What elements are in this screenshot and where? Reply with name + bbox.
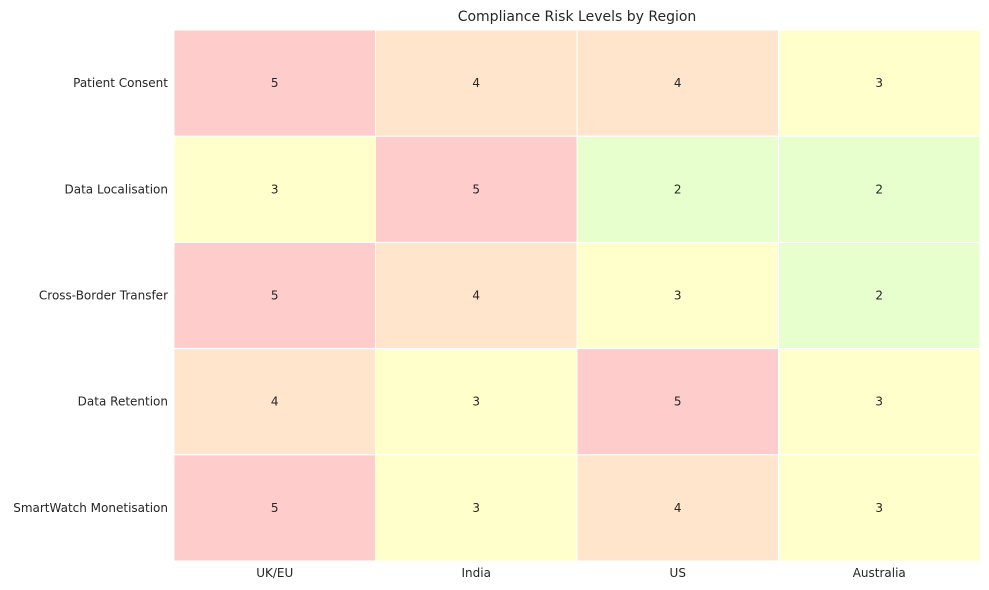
heatmap-cell-smartwatch-monetisation-uk-eu bbox=[173, 454, 376, 562]
cell-value-label: 5 bbox=[674, 395, 682, 409]
cell-value-label: 2 bbox=[674, 182, 682, 196]
heatmap-cell-patient-consent-australia bbox=[778, 29, 981, 137]
cell-value-label: 4 bbox=[472, 289, 480, 303]
heatmap-cells: 5 4 4 3 3 5 2 2 5 4 3 2 4 3 5 3 5 3 4 3 bbox=[173, 29, 981, 562]
cell-value-label: 4 bbox=[674, 76, 682, 90]
chart-title: Compliance Risk Levels by Region bbox=[458, 9, 697, 25]
cell-value-label: 3 bbox=[472, 395, 480, 409]
heatmap-cell-cross-border-transfer-australia bbox=[778, 241, 981, 350]
heatmap-cell-smartwatch-monetisation-us bbox=[576, 454, 779, 562]
cell-value-label: 3 bbox=[472, 501, 480, 515]
row-label-patient-consent: Patient Consent bbox=[73, 76, 168, 90]
row-label-cross-border-transfer: Cross-Border Transfer bbox=[39, 289, 168, 303]
cell-value-label: 5 bbox=[271, 76, 279, 90]
cell-value-label: 3 bbox=[271, 182, 279, 196]
cell-value-label: 4 bbox=[674, 501, 682, 515]
column-label-uk-eu: UK/EU bbox=[256, 566, 293, 580]
cell-value-label: 2 bbox=[875, 289, 883, 303]
row-labels: Patient Consent Data Localisation Cross-Bo… bbox=[13, 76, 168, 515]
cell-value-label: 2 bbox=[875, 182, 883, 196]
cell-value-label: 4 bbox=[271, 395, 279, 409]
heatmap-cell-smartwatch-monetisation-india bbox=[375, 454, 578, 562]
heatmap-cell-data-retention-us bbox=[576, 348, 779, 456]
row-label-smartwatch-monetisation: SmartWatch Monetisation bbox=[13, 501, 168, 515]
cell-value-label: 3 bbox=[875, 76, 883, 90]
row-label-data-localisation: Data Localisation bbox=[65, 182, 169, 196]
heatmap-cell-data-retention-uk-eu bbox=[173, 348, 376, 456]
cell-value-label: 5 bbox=[271, 289, 279, 303]
heatmap-cell-data-localisation-australia bbox=[778, 135, 981, 243]
heatmap-cell-data-localisation-india bbox=[375, 135, 578, 243]
heatmap-cell-patient-consent-uk-eu bbox=[173, 29, 376, 137]
heatmap-cell-smartwatch-monetisation-australia bbox=[778, 454, 981, 562]
cell-value-label: 4 bbox=[472, 76, 480, 90]
heatmap-cell-data-retention-india bbox=[375, 348, 578, 456]
row-label-data-retention: Data Retention bbox=[78, 395, 168, 409]
heatmap-cell-data-retention-australia bbox=[778, 348, 981, 456]
heatmap-cell-data-localisation-uk-eu bbox=[173, 135, 376, 243]
column-labels: UK/EU India US Australia bbox=[256, 566, 906, 580]
column-label-australia: Australia bbox=[853, 566, 906, 580]
heatmap-cell-patient-consent-us bbox=[576, 29, 779, 137]
cell-value-label: 5 bbox=[271, 501, 279, 515]
column-label-us: US bbox=[670, 566, 686, 580]
heatmap-cell-cross-border-transfer-india bbox=[375, 241, 578, 350]
cell-value-label: 3 bbox=[674, 289, 682, 303]
cell-value-label: 3 bbox=[875, 501, 883, 515]
heatmap-cell-patient-consent-india bbox=[375, 29, 578, 137]
cell-value-label: 3 bbox=[875, 395, 883, 409]
cell-value-label: 5 bbox=[472, 182, 480, 196]
column-label-india: India bbox=[462, 566, 491, 580]
